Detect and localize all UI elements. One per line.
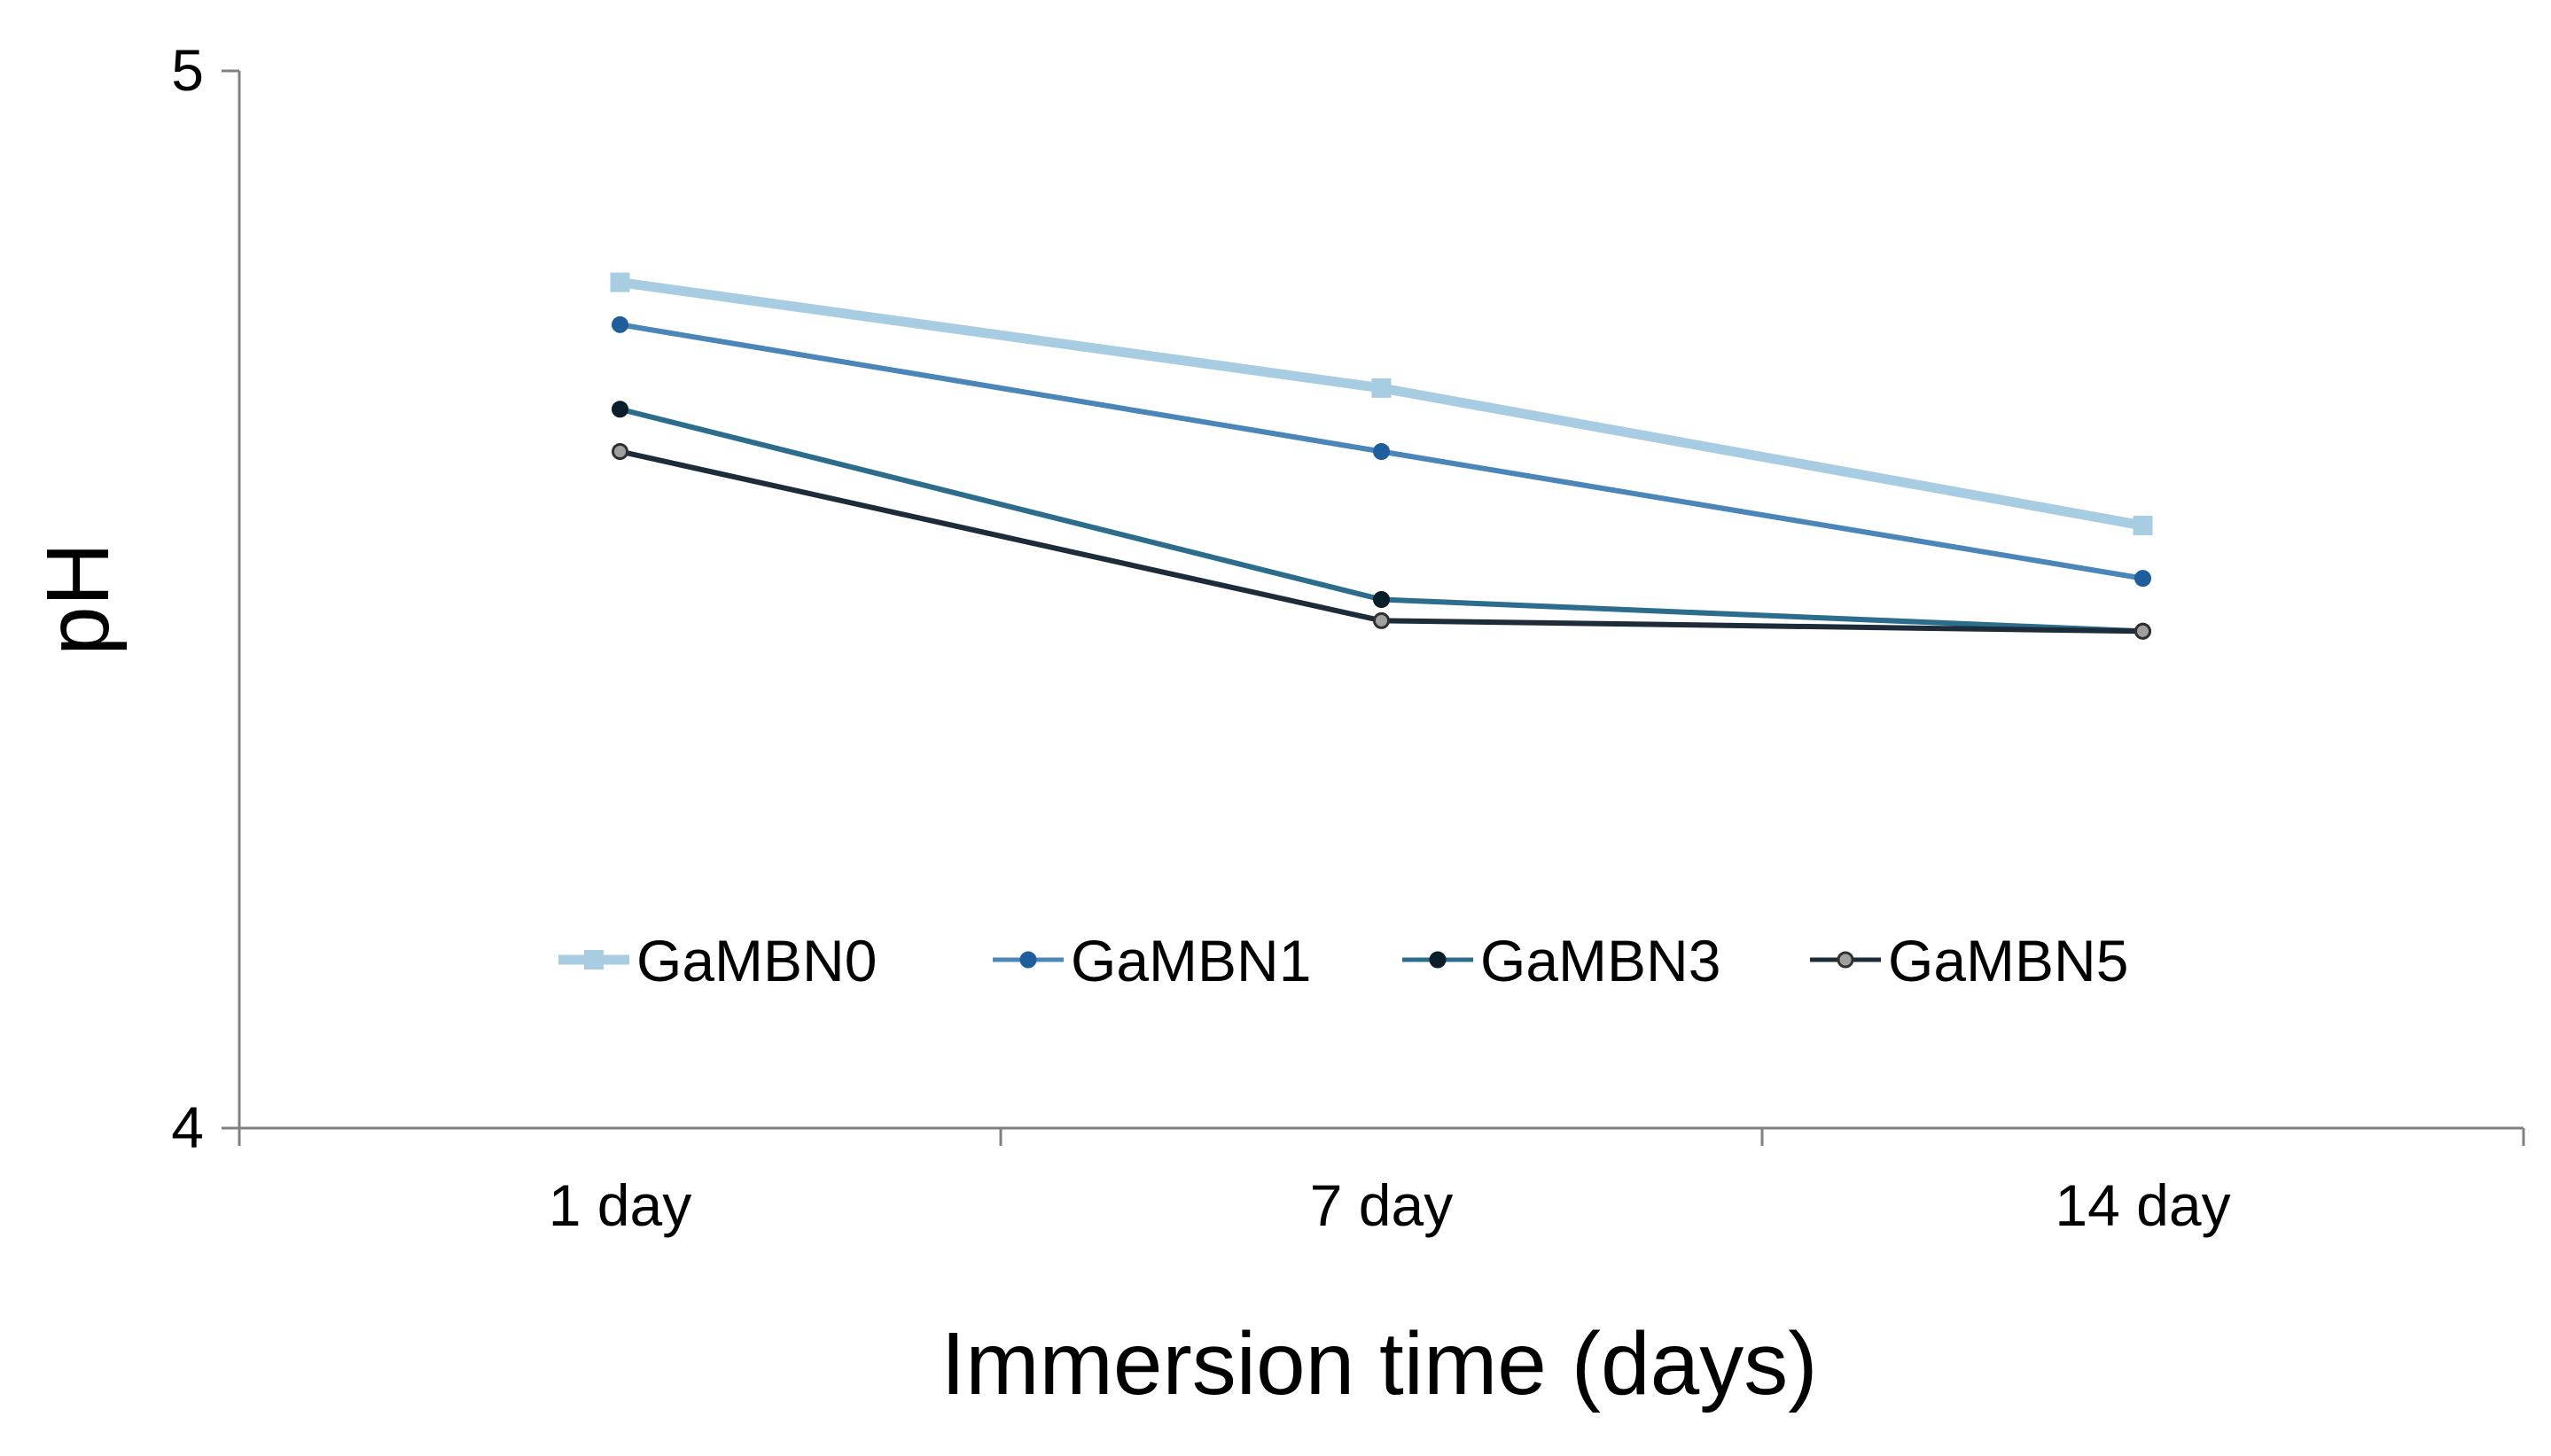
legend-swatch-marker (1837, 951, 1854, 969)
x-tick-label: 1 day (549, 1172, 691, 1238)
legend-label: GaMBN0 (636, 928, 877, 993)
x-axis-title: Immersion time (days) (940, 1314, 1817, 1413)
legend-swatch-marker (584, 950, 604, 969)
legend-swatch-marker (1429, 951, 1447, 969)
data-point (1373, 611, 1390, 629)
data-point (612, 401, 628, 418)
axes (238, 71, 2524, 1130)
x-tick-label: 14 day (2055, 1172, 2230, 1238)
data-point (612, 315, 628, 333)
legend-label: GaMBN1 (1071, 928, 1311, 993)
x-tick-label: 7 day (1310, 1172, 1453, 1238)
y-ticks: 45 (171, 37, 239, 1160)
series-line (619, 277, 2144, 531)
legend-swatch-marker (1019, 951, 1037, 969)
legend: GaMBN0 GaMBN1 GaMBN3 GaMBN5 (558, 928, 2128, 993)
legend-item-gambn3: GaMBN3 (1402, 928, 1720, 993)
series-layer (610, 272, 2153, 640)
x-ticks: 1 day 7 day 14 day (238, 1128, 2525, 1238)
series-gambn0 (610, 272, 2153, 535)
data-point (2133, 515, 2153, 535)
legend-item-gambn5: GaMBN5 (1810, 928, 2128, 993)
legend-item-gambn0: GaMBN0 (558, 928, 877, 993)
data-point (612, 442, 628, 460)
data-point (1371, 378, 1392, 398)
y-tick-label: 4 (171, 1094, 204, 1160)
legend-label: GaMBN3 (1480, 928, 1720, 993)
legend-item-gambn1: GaMBN1 (993, 928, 1311, 993)
series-gambn3 (612, 401, 2151, 640)
legend-label: GaMBN5 (1888, 928, 2128, 993)
series-gambn1 (612, 315, 2151, 588)
series-gambn5 (612, 442, 2151, 640)
y-tick-label: 5 (171, 37, 204, 103)
data-point (1373, 442, 1390, 460)
data-point (610, 272, 630, 292)
y-axis-title: pH (28, 542, 128, 656)
data-point (1373, 591, 1390, 608)
data-point (2134, 570, 2151, 588)
data-point (2134, 622, 2151, 640)
